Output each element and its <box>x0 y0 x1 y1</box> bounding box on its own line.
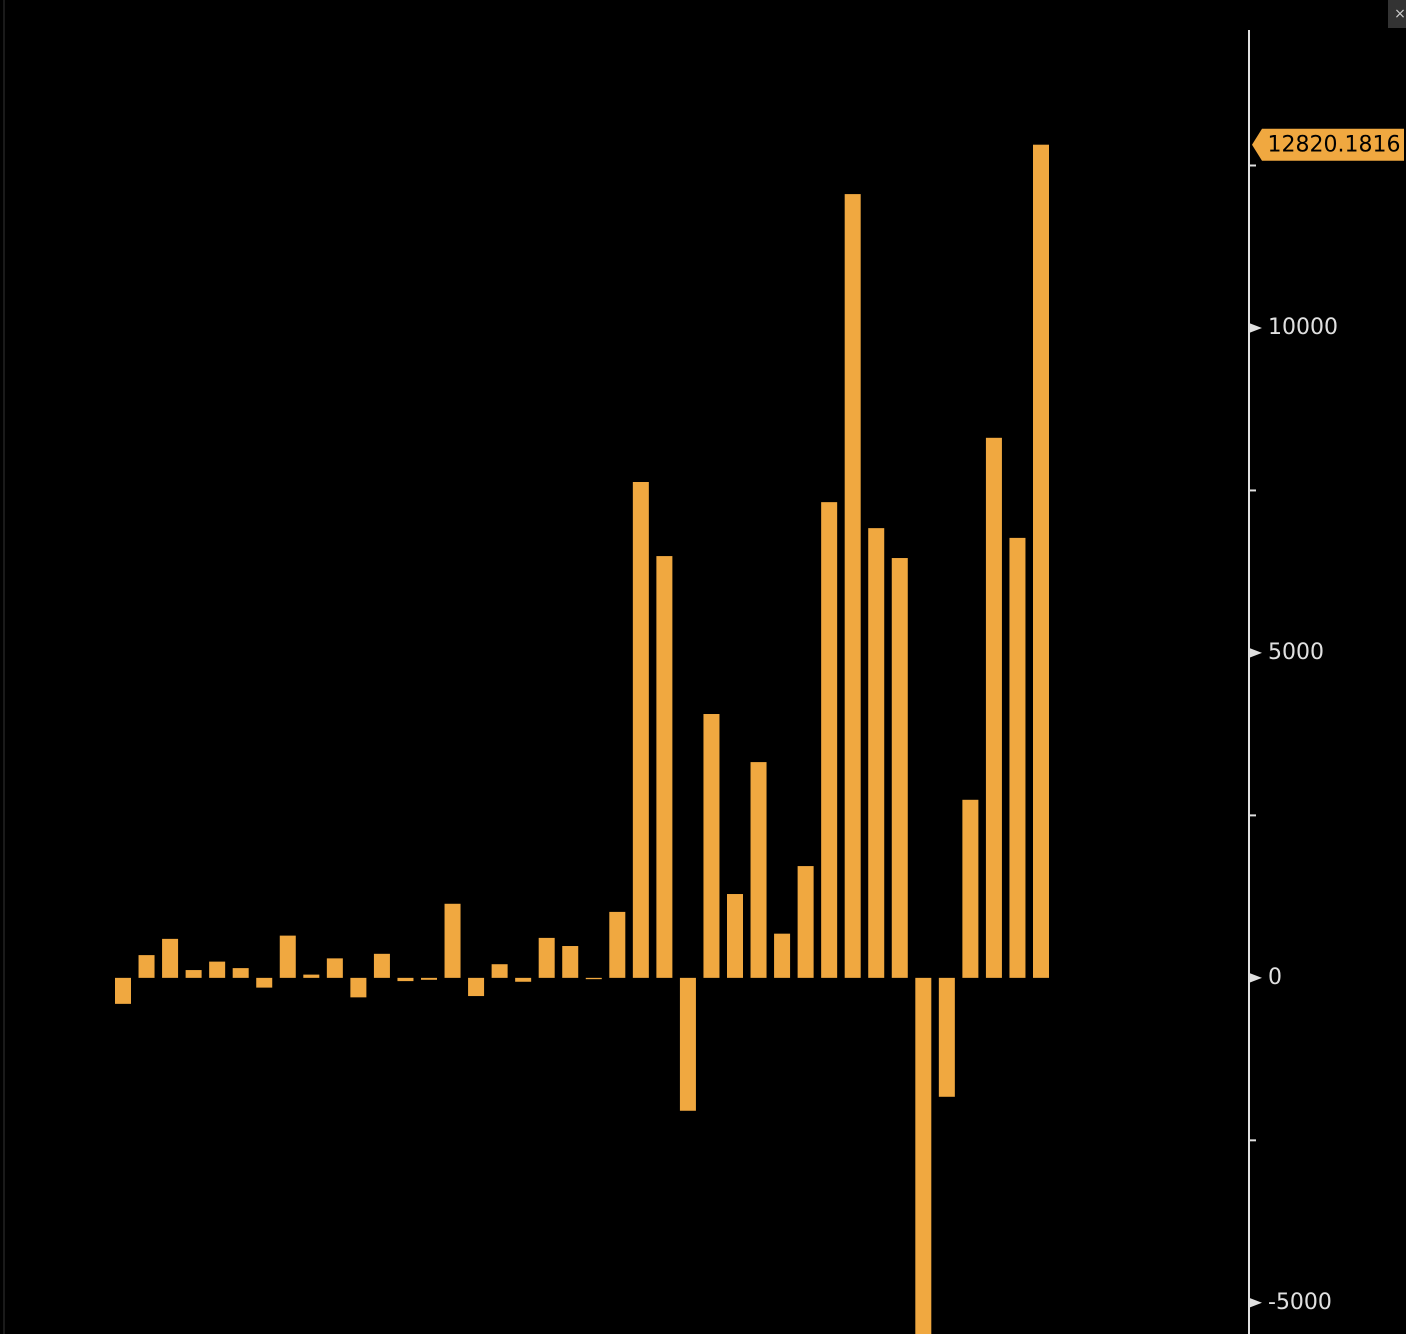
bar <box>444 903 461 978</box>
y-tick-label: 0 <box>1268 965 1282 990</box>
bar <box>562 946 579 978</box>
bar <box>821 502 838 978</box>
bar <box>727 894 743 978</box>
bar <box>891 558 908 978</box>
bar <box>515 977 532 982</box>
bar <box>491 964 508 978</box>
bar <box>397 977 414 982</box>
bar <box>797 866 814 978</box>
bar <box>1009 537 1026 978</box>
last-value-marker <box>1252 128 1404 161</box>
bar <box>303 974 320 978</box>
bar <box>1033 144 1049 978</box>
bar <box>138 955 155 978</box>
bar <box>162 938 179 978</box>
bar <box>232 968 249 978</box>
bar <box>115 977 131 1004</box>
y-tick-label: 10000 <box>1268 315 1338 340</box>
bar <box>656 556 673 978</box>
bar <box>844 194 861 978</box>
bar <box>373 953 390 978</box>
bar <box>468 977 485 997</box>
close-icon[interactable]: × <box>1394 6 1406 22</box>
bar <box>703 714 720 978</box>
bar <box>350 977 367 998</box>
bar <box>279 935 296 978</box>
bar <box>326 958 343 978</box>
last-value-label: 12820.1816 <box>1268 133 1401 158</box>
bar <box>538 937 555 978</box>
bar <box>774 933 791 978</box>
bar <box>868 528 885 978</box>
bar <box>209 961 226 978</box>
y-tick-label: -5000 <box>1268 1290 1332 1315</box>
bar <box>750 762 767 978</box>
y-tick <box>1249 322 1262 333</box>
y-tick <box>1249 1297 1262 1308</box>
bar <box>679 977 696 1111</box>
y-tick <box>1249 647 1262 658</box>
y-tick <box>1249 972 1262 983</box>
bar <box>915 977 932 1334</box>
close-button[interactable] <box>1388 0 1406 28</box>
bar <box>985 437 1002 978</box>
bar <box>938 977 955 1097</box>
bar <box>609 911 626 978</box>
bar <box>962 799 979 978</box>
bar <box>632 481 649 978</box>
bar <box>185 970 202 978</box>
bar <box>585 977 602 980</box>
y-tick-label: 5000 <box>1268 640 1324 665</box>
bar <box>256 977 273 988</box>
bar <box>421 977 437 980</box>
